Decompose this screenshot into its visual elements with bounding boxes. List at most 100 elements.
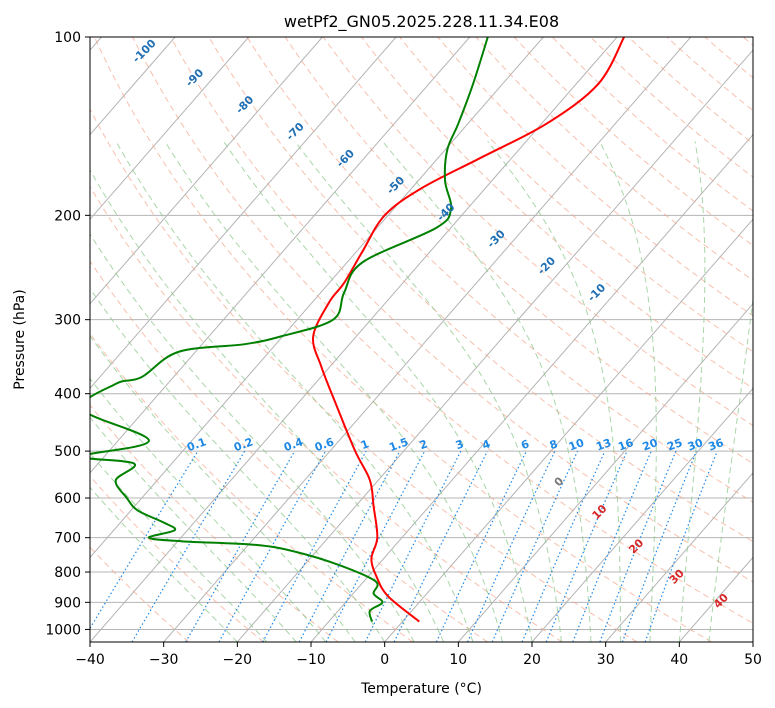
x-tick-label: −20 <box>223 652 253 668</box>
moist-adiabat-line <box>90 335 356 642</box>
dry-adiabat-line <box>90 332 414 642</box>
mixing-ratio-label: 0.6 <box>313 435 336 454</box>
isotherm-line <box>531 387 753 642</box>
mixing-ratio-label: 1 <box>359 437 371 452</box>
x-axis-label: Temperature (°C) <box>360 681 482 697</box>
plot-frame <box>89 36 754 643</box>
mixing-ratio-label: 30 <box>686 436 705 454</box>
y-tick-label: 800 <box>54 565 81 581</box>
axes: −40 −30 −20 −10 0 10 20 30 40 5010020030040050060… <box>45 30 762 668</box>
background-lines <box>90 37 753 642</box>
dry-adiabat-line <box>284 37 753 465</box>
dry-adiabat-line <box>93 37 712 642</box>
mixing-ratio-label: 0.2 <box>232 435 255 454</box>
moist-adiabat-line <box>90 416 297 642</box>
y-tick-label: 200 <box>54 208 81 224</box>
y-tick-label: 500 <box>54 444 81 460</box>
mixing-ratio-label: 10 <box>567 436 586 454</box>
mixing-ratio-label: 25 <box>665 436 684 453</box>
mixing-ratio-label: 1.5 <box>387 435 410 454</box>
mixing-ratio-label: 4 <box>480 437 492 452</box>
chart-title: wetPf2_GN05.2025.228.11.34.E08 <box>284 12 559 32</box>
profile-lines <box>90 37 625 623</box>
x-tick-label: 30 <box>597 652 615 668</box>
isotherm-line <box>457 303 753 642</box>
dry-adiabat-line <box>90 475 264 642</box>
isotherm-line <box>163 37 692 642</box>
mixing-ratio-label: 8 <box>548 437 560 452</box>
x-tick-label: 50 <box>744 652 762 668</box>
mixing-ratio-label: 2 <box>418 437 430 452</box>
mixing-ratio-label: 20 <box>641 436 660 454</box>
mixing-ratio-line <box>185 450 296 642</box>
dry-adiabat-line <box>170 37 753 583</box>
dry-adiabat-line <box>90 108 638 642</box>
y-tick-label: 1000 <box>45 622 81 638</box>
moist-adiabat-line <box>708 295 753 642</box>
mixing-ratio-line <box>545 450 628 642</box>
moist-adiabat-line <box>223 141 533 642</box>
dry-adiabat-line <box>475 37 753 281</box>
mixing-ratio-line <box>521 450 606 642</box>
mixing-ratio-line <box>466 450 556 642</box>
moist-adiabat-line <box>678 141 706 642</box>
dry-adiabat-line <box>90 185 563 642</box>
mixing-ratio-label: 0.4 <box>282 435 305 454</box>
mixing-ratio-label: 13 <box>594 436 613 453</box>
temperature-profile-line <box>312 37 625 623</box>
isotherm-line <box>384 218 753 642</box>
mixing-ratio-line <box>262 450 367 642</box>
dry-adiabat-line <box>361 37 753 389</box>
mixing-ratio-label: 36 <box>707 436 726 454</box>
x-tick-label: 0 <box>380 652 389 668</box>
y-tick-label: 600 <box>54 491 81 507</box>
dry-adiabat-line <box>246 37 753 503</box>
dewpoint-profile-line <box>90 37 489 622</box>
x-tick-label: 40 <box>670 652 688 668</box>
mixing-ratio-label: 6 <box>519 437 531 452</box>
moist-adiabat-line <box>90 486 238 642</box>
moist-adiabat-line <box>90 452 268 642</box>
dry-adiabat-line <box>322 37 753 427</box>
moist-adiabat-line <box>599 141 657 642</box>
x-tick-label: −30 <box>149 652 179 668</box>
moist-adiabat-line <box>90 377 327 642</box>
mixing-ratio-line <box>393 450 488 642</box>
mixing-ratio-line <box>131 450 246 642</box>
isotherm-line <box>90 37 471 474</box>
y-tick-label: 100 <box>54 30 81 46</box>
y-tick-label: 700 <box>54 531 81 547</box>
y-tick-label: 300 <box>54 313 81 329</box>
dry-adiabat-line <box>132 37 753 624</box>
isotherm-line <box>90 37 397 390</box>
moist-adiabat-line <box>487 141 621 642</box>
isotherm-line <box>605 472 753 642</box>
isotherm-line <box>90 37 323 305</box>
isotherm-line <box>236 49 753 642</box>
y-tick-label: 900 <box>54 595 81 611</box>
mixing-ratio-label: 16 <box>616 436 635 454</box>
mixing-ratio-line <box>491 450 579 642</box>
x-tick-label: −40 <box>75 652 105 668</box>
y-axis-label: Pressure (hPa) <box>12 289 28 389</box>
mixing-ratio-line <box>435 450 527 642</box>
dry-adiabat-line <box>513 37 753 247</box>
moist-adiabat-line <box>382 141 592 642</box>
moist-adiabat-line <box>90 168 445 642</box>
moist-adiabat-line <box>90 287 386 642</box>
isotherm-line <box>90 37 250 220</box>
y-tick-label: 400 <box>54 387 81 403</box>
isotherm-line <box>90 37 544 559</box>
x-tick-label: −10 <box>296 652 326 668</box>
mixing-ratio-label: 3 <box>454 437 466 452</box>
moist-adiabat-line <box>115 141 474 642</box>
x-tick-label: 20 <box>523 652 541 668</box>
mixing-ratio-label: 0.1 <box>185 435 208 454</box>
x-tick-label: 10 <box>449 652 467 668</box>
moist-adiabat-line <box>164 141 504 642</box>
dry-adiabat-line <box>628 37 753 145</box>
dry-adiabat-line <box>399 37 753 353</box>
dry-adiabat-line <box>437 37 753 317</box>
